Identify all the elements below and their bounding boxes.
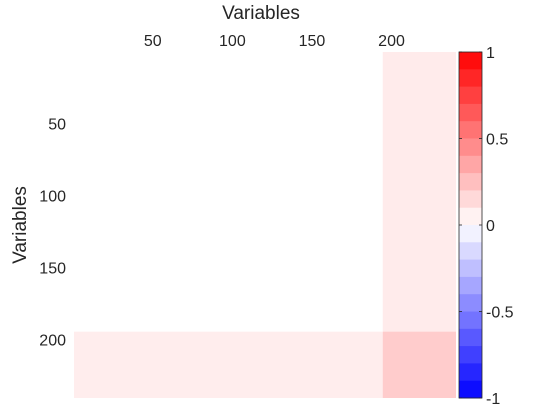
y-axis-label: Variables bbox=[10, 186, 31, 264]
x-tick-label: 100 bbox=[219, 33, 246, 50]
colorbar-segment bbox=[459, 138, 482, 157]
colorbar-segment bbox=[459, 69, 482, 88]
colorbar-tick-label: 0.5 bbox=[486, 132, 508, 149]
colorbar-segment bbox=[459, 207, 482, 226]
colorbar-tick-label: -0.5 bbox=[486, 305, 514, 322]
y-axis-ticks: 50 100 150 200 bbox=[39, 116, 66, 349]
colorbar-segment bbox=[459, 259, 482, 278]
heatmap-block-bottom-row-band bbox=[74, 331, 385, 398]
x-tick-label: 150 bbox=[299, 33, 326, 50]
heatmap-block-bottom-right-block bbox=[382, 331, 456, 398]
x-tick-label: 200 bbox=[378, 33, 405, 50]
colorbar-segment bbox=[459, 121, 482, 139]
colorbar-segment bbox=[459, 380, 482, 399]
colorbar-segment bbox=[459, 103, 482, 122]
x-axis-ticks: 50 100 150 200 bbox=[144, 33, 405, 50]
colorbar-segment bbox=[459, 311, 482, 330]
y-tick-label: 200 bbox=[39, 333, 66, 350]
colorbar-segment bbox=[459, 225, 482, 243]
colorbar-tick-label: 0 bbox=[486, 218, 495, 235]
y-tick-label: 50 bbox=[48, 116, 66, 133]
colorbar-tick-label: 1 bbox=[486, 45, 495, 62]
colorbar-segment bbox=[459, 242, 482, 261]
colorbar bbox=[458, 51, 483, 399]
colorbar-segment bbox=[459, 190, 482, 209]
colorbar-segment bbox=[459, 328, 482, 347]
y-tick-label: 150 bbox=[39, 261, 66, 278]
y-tick-label: 100 bbox=[39, 188, 66, 205]
colorbar-segment bbox=[459, 276, 482, 295]
x-axis-label: Variables bbox=[222, 3, 300, 24]
heatmap-area bbox=[74, 52, 456, 398]
colorbar-segment bbox=[459, 155, 482, 174]
x-tick-label: 50 bbox=[144, 33, 162, 50]
colorbar-ticks: -1 -0.5 0 0.5 1 bbox=[459, 45, 514, 408]
colorbar-segment bbox=[459, 52, 482, 70]
colorbar-segment bbox=[459, 86, 482, 105]
colorbar-segment bbox=[459, 363, 482, 382]
colorbar-segment bbox=[459, 346, 482, 364]
heatmap-block-right-column-band bbox=[382, 52, 456, 334]
colorbar-segment bbox=[459, 173, 482, 191]
colorbar-segment bbox=[459, 294, 482, 312]
colorbar-tick-label: -1 bbox=[486, 391, 500, 408]
